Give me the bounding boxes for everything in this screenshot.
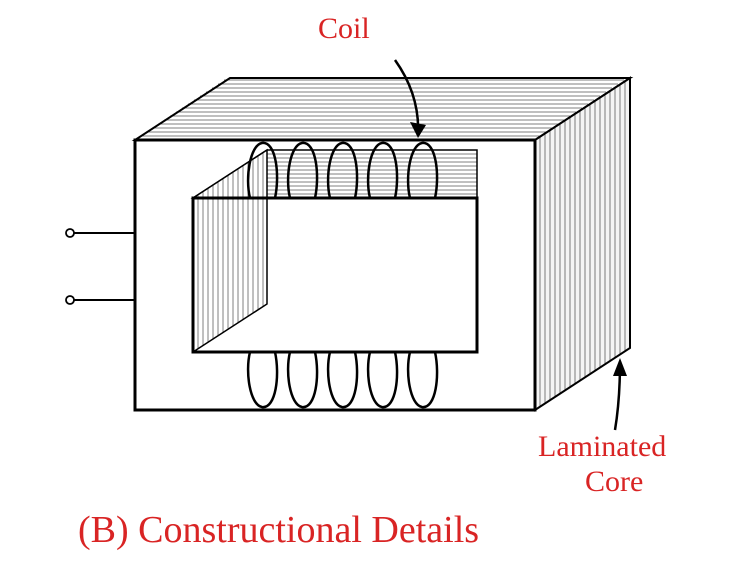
core-label-line2: Core [585, 465, 643, 499]
terminal-leads [66, 229, 135, 304]
figure-title: (B) Constructional Details [78, 508, 479, 552]
core-arrow [613, 358, 627, 430]
coil-label: Coil [318, 12, 370, 46]
core-label-line1: Laminated [538, 430, 666, 464]
